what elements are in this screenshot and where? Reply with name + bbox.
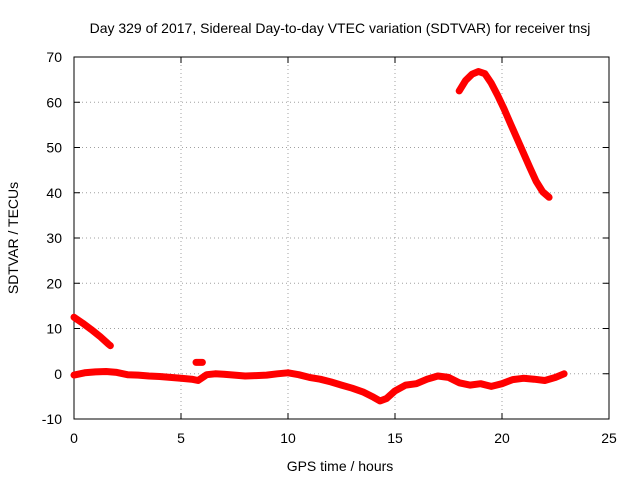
y-tick-label: -10 (42, 411, 62, 427)
y-tick-label: 50 (46, 140, 62, 156)
chart-title: Day 329 of 2017, Sidereal Day-to-day VTE… (90, 20, 591, 36)
y-tick-labels: -10 0 10 20 30 40 50 60 70 (42, 49, 62, 427)
y-tick-label: 20 (46, 275, 62, 291)
x-tick-label: 25 (601, 430, 617, 446)
y-tick-label: 70 (46, 49, 62, 65)
x-tick-label: 20 (494, 430, 510, 446)
tick-marks (73, 56, 610, 420)
y-tick-label: 30 (46, 230, 62, 246)
series-satellite-track-b (455, 68, 553, 201)
x-tick-labels: 0 5 10 15 20 25 (70, 430, 617, 446)
series-satellite-track-d (70, 368, 568, 405)
y-tick-label: 60 (46, 94, 62, 110)
y-axis-label: SDTVAR / TECUs (5, 182, 21, 294)
gridlines (74, 57, 609, 419)
x-axis-label: GPS time / hours (287, 458, 394, 474)
y-tick-label: 40 (46, 185, 62, 201)
y-tick-label: 0 (54, 366, 62, 382)
data-series (70, 68, 568, 405)
x-tick-label: 10 (280, 430, 296, 446)
series-satellite-track-a (70, 313, 114, 350)
x-tick-label: 15 (387, 430, 403, 446)
y-tick-label: 10 (46, 321, 62, 337)
x-tick-label: 5 (177, 430, 185, 446)
x-tick-label: 0 (70, 430, 78, 446)
